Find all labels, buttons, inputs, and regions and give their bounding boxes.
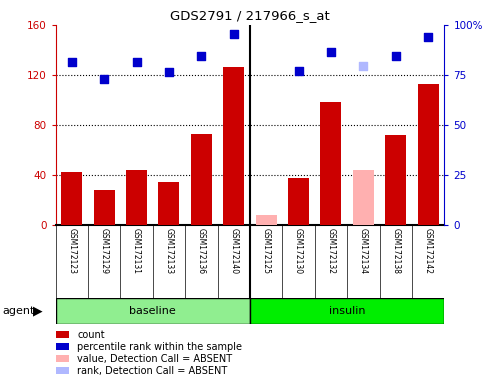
- Point: [230, 31, 238, 37]
- Point: [359, 63, 367, 69]
- Text: count: count: [77, 330, 105, 340]
- Text: insulin: insulin: [329, 306, 366, 316]
- Point: [100, 76, 108, 82]
- Point: [327, 50, 335, 56]
- Text: GSM172133: GSM172133: [164, 228, 173, 275]
- Bar: [191, 134, 212, 225]
- Text: rank, Detection Call = ABSENT: rank, Detection Call = ABSENT: [77, 366, 227, 376]
- Point: [424, 35, 432, 41]
- Text: GSM172140: GSM172140: [229, 228, 238, 275]
- Bar: [256, 215, 277, 225]
- Bar: [250, 298, 444, 324]
- Bar: [288, 179, 309, 225]
- Text: GSM172123: GSM172123: [67, 228, 76, 274]
- Point: [68, 59, 76, 65]
- Text: baseline: baseline: [129, 306, 176, 316]
- Point: [198, 53, 205, 59]
- Text: GSM172132: GSM172132: [327, 228, 336, 274]
- Point: [165, 70, 173, 76]
- Text: GSM172129: GSM172129: [99, 228, 109, 274]
- Text: GSM172134: GSM172134: [359, 228, 368, 275]
- Bar: [418, 84, 439, 225]
- Point: [392, 53, 399, 59]
- Bar: [61, 172, 82, 225]
- Point: [133, 59, 141, 65]
- Text: GSM172142: GSM172142: [424, 228, 433, 274]
- Bar: [385, 135, 406, 225]
- Text: value, Detection Call = ABSENT: value, Detection Call = ABSENT: [77, 354, 232, 364]
- Point: [295, 68, 302, 74]
- Text: agent: agent: [2, 306, 35, 316]
- Text: GSM172131: GSM172131: [132, 228, 141, 274]
- Text: GSM172130: GSM172130: [294, 228, 303, 275]
- Bar: [94, 190, 114, 225]
- Bar: [56, 298, 250, 324]
- Text: GSM172125: GSM172125: [262, 228, 270, 274]
- Bar: [158, 182, 180, 225]
- Text: ▶: ▶: [33, 305, 43, 318]
- Bar: [223, 68, 244, 225]
- Text: percentile rank within the sample: percentile rank within the sample: [77, 342, 242, 352]
- Title: GDS2791 / 217966_s_at: GDS2791 / 217966_s_at: [170, 9, 330, 22]
- Bar: [353, 170, 374, 225]
- Text: GSM172138: GSM172138: [391, 228, 400, 274]
- Bar: [320, 103, 341, 225]
- Bar: [126, 170, 147, 225]
- Text: GSM172136: GSM172136: [197, 228, 206, 275]
